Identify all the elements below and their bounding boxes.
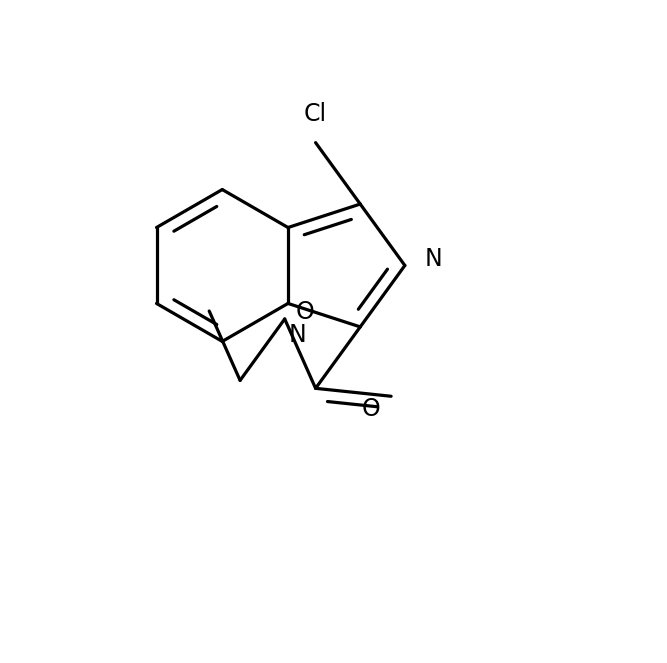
Text: O: O xyxy=(295,300,314,324)
Text: N: N xyxy=(289,324,307,347)
Text: Cl: Cl xyxy=(304,102,327,126)
Text: O: O xyxy=(362,398,381,422)
Text: N: N xyxy=(425,247,442,271)
